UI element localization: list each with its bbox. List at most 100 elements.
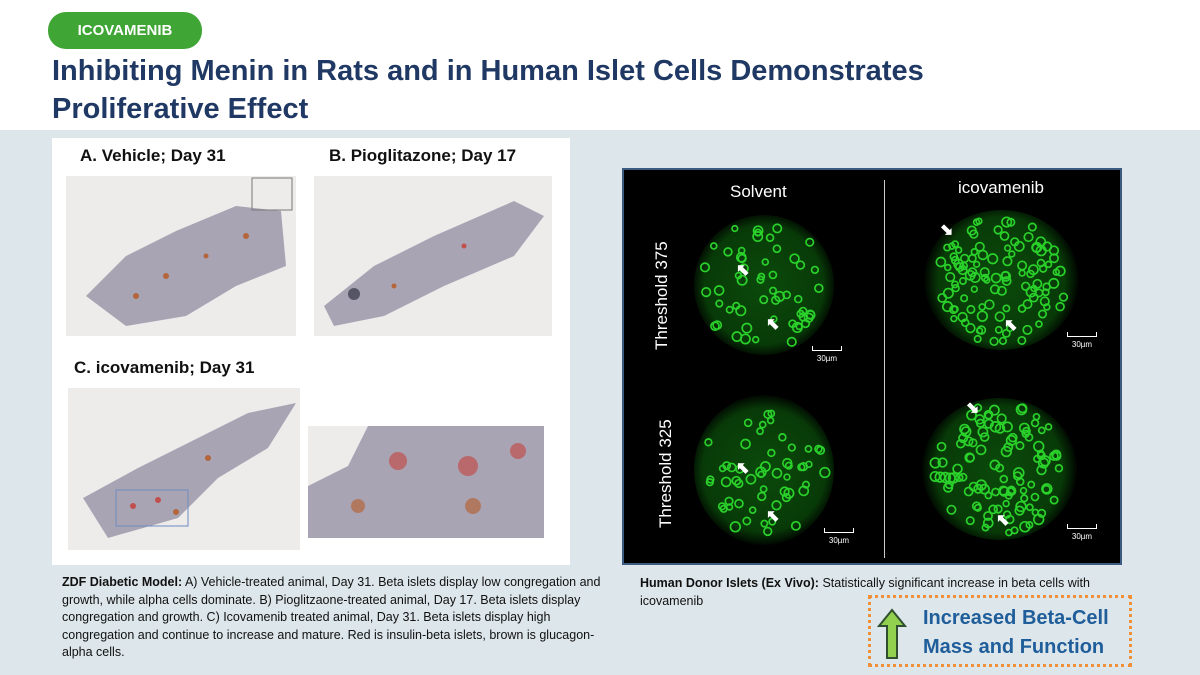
fluorescent-cell — [771, 295, 781, 305]
fluorescent-cell — [984, 299, 995, 310]
fluorescent-cell — [752, 225, 764, 237]
fluorescent-cell — [972, 260, 981, 268]
fluorescent-cell — [1027, 480, 1036, 489]
fluorescent-cell — [768, 270, 778, 280]
fluorescent-cell — [1030, 492, 1040, 502]
threshold-375-label: Threshold 375 — [652, 241, 671, 350]
fluorescent-cell — [1020, 494, 1029, 503]
fluorescent-cell — [734, 478, 744, 489]
fluorescent-cell — [742, 516, 752, 526]
panel-a-label: A. Vehicle; Day 31 — [80, 146, 226, 165]
fluorescent-cell — [976, 325, 987, 335]
fluorescent-cell — [1001, 421, 1013, 433]
fluorescent-cell — [1044, 423, 1053, 431]
islet-solvent-375 — [694, 215, 834, 355]
conclusion-callout: Increased Beta-Cell Mass and Function — [868, 595, 1132, 667]
fluorescent-cell — [819, 466, 831, 479]
fluorescent-cell — [983, 511, 993, 521]
fluorescent-cell — [1015, 500, 1027, 513]
fluorescent-cell — [731, 224, 739, 233]
fluorescence-panel: Solvent icovamenib Threshold 375 Thresho… — [622, 168, 1122, 565]
fluorescent-cell — [1039, 296, 1050, 307]
fluorescent-cell — [1007, 432, 1018, 443]
fluorescent-cell — [979, 267, 990, 278]
fluorescent-cell — [1037, 426, 1046, 435]
fluorescent-cell — [958, 277, 967, 286]
fluorescent-cell — [947, 472, 960, 484]
fluorescent-cell — [770, 315, 778, 323]
fluorescent-cell — [731, 331, 743, 343]
fluorescent-cell — [929, 470, 941, 482]
fluorescent-cell — [993, 504, 1003, 514]
scale-bar: 30µm — [824, 528, 854, 545]
scale-bar: 30µm — [812, 346, 842, 363]
fluorescent-cell — [1006, 324, 1014, 333]
drug-tag: ICOVAMENIB — [48, 12, 202, 49]
fluorescent-cell — [738, 263, 749, 274]
fluorescent-cell — [991, 487, 1000, 497]
fluorescent-cell — [768, 286, 778, 295]
fluorescent-cell — [735, 305, 747, 317]
fluorescent-cell — [960, 294, 969, 303]
fluorescent-cell — [814, 444, 823, 454]
fluorescent-cell — [793, 294, 803, 304]
islet-icovamenib-325 — [922, 398, 1077, 540]
fluorescent-cell — [758, 420, 767, 429]
fluorescent-cell — [960, 318, 970, 327]
fluorescence-caption-title: Human Donor Islets (Ex Vivo): — [640, 576, 819, 590]
fluorescent-cell — [798, 462, 809, 472]
fluorescent-cell — [701, 287, 712, 298]
fluorescent-cell — [1018, 422, 1030, 434]
fluorescent-cell — [715, 299, 724, 308]
histology-caption: ZDF Diabetic Model: A) Vehicle-treated a… — [62, 574, 602, 662]
fluorescent-cell — [1042, 282, 1051, 292]
fluorescent-cell — [786, 336, 797, 347]
icovamenib-zoom-image — [308, 426, 544, 538]
fluorescent-cell — [942, 287, 954, 299]
fluorescent-cell — [1049, 451, 1059, 461]
fluorescent-cell — [970, 248, 979, 256]
fluorescent-cell — [974, 414, 985, 425]
fluorescent-cell — [805, 237, 815, 247]
vehicle-tissue-image — [66, 176, 296, 336]
fluorescent-cell — [709, 242, 718, 250]
fluorescent-cell — [998, 336, 1008, 345]
fluorescent-cell — [1002, 256, 1013, 267]
fluorescent-cell — [1012, 467, 1025, 479]
fluorescent-cell — [966, 409, 977, 421]
fluorescent-cell — [936, 441, 947, 452]
fluorescent-cell — [810, 265, 820, 275]
fluorescent-cell — [1055, 301, 1065, 312]
fluorescent-cell — [1032, 278, 1043, 289]
fluorescent-cell — [958, 472, 968, 482]
fluorescent-cell — [1033, 440, 1045, 453]
fluorescent-cell — [1003, 244, 1012, 252]
fluorescent-cell — [979, 432, 990, 442]
scale-bar: 30µm — [1067, 524, 1097, 541]
fluorescent-cell — [1035, 320, 1043, 328]
fluorescent-cell — [734, 271, 743, 280]
fluorescent-cell — [743, 418, 753, 428]
fluorescent-cell — [974, 241, 985, 252]
fluorescent-cell — [959, 423, 970, 435]
fluorescent-cell — [1042, 241, 1053, 252]
fluorescent-cell — [778, 433, 787, 442]
panel-c-label: C. icovamenib; Day 31 — [74, 358, 255, 377]
fluorescent-cell — [945, 271, 956, 283]
fluorescent-cell — [783, 473, 791, 481]
arrow-icon: ⬉ — [1004, 317, 1018, 334]
fluorescent-cell — [1002, 304, 1011, 313]
fluorescent-cell — [1043, 303, 1051, 311]
fluorescent-cell — [1041, 484, 1051, 494]
fluorescent-cell — [814, 283, 824, 293]
fluorescent-cell — [944, 263, 952, 272]
fluorescent-cell — [949, 304, 959, 315]
fluorescent-cell — [1013, 240, 1025, 252]
fluorescent-cell — [741, 322, 753, 334]
fluorescent-cell — [951, 280, 959, 289]
fluorescent-cell — [719, 504, 728, 513]
fluorescent-cell — [965, 322, 976, 334]
fluorescent-cell — [798, 306, 808, 316]
fluorescent-cell — [983, 276, 991, 284]
fluorescent-cell — [976, 310, 989, 322]
